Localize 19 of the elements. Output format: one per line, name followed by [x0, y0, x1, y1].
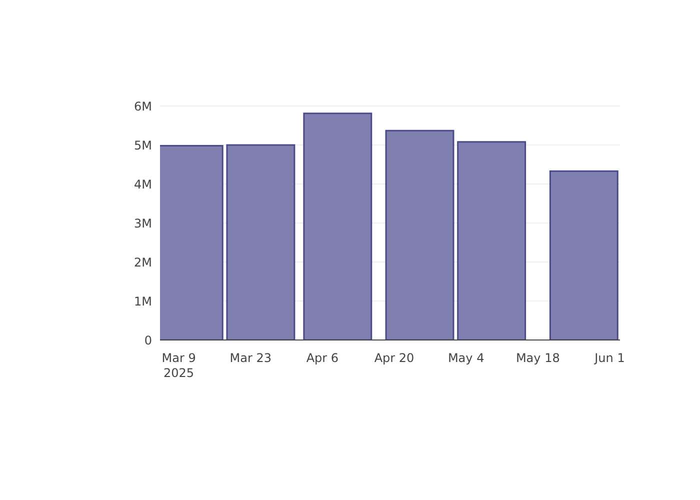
bar — [303, 112, 372, 340]
x-tick-label: Apr 20 — [374, 351, 414, 365]
x-tick-label: Jun 1 — [594, 351, 625, 365]
y-tick-label: 2M — [134, 255, 152, 270]
y-tick-label: 1M — [134, 294, 152, 308]
bar — [549, 170, 618, 340]
bar — [226, 144, 296, 340]
y-tick-label: 0 — [144, 333, 152, 348]
bar — [385, 130, 454, 340]
x-tick-label: May 18 — [516, 351, 560, 365]
y-tick-label: 5M — [134, 138, 152, 152]
y-tick-label: 4M — [134, 177, 152, 192]
x-tick-label: Mar 23 — [230, 351, 272, 365]
bar — [457, 141, 526, 340]
x-tick-label: May 4 — [448, 351, 484, 365]
y-tick-label: 6M — [134, 99, 152, 114]
x-tick-label: Mar 9 2025 — [162, 351, 196, 380]
x-tick-label: Apr 6 — [306, 351, 339, 365]
y-tick-label: 3M — [134, 216, 152, 230]
